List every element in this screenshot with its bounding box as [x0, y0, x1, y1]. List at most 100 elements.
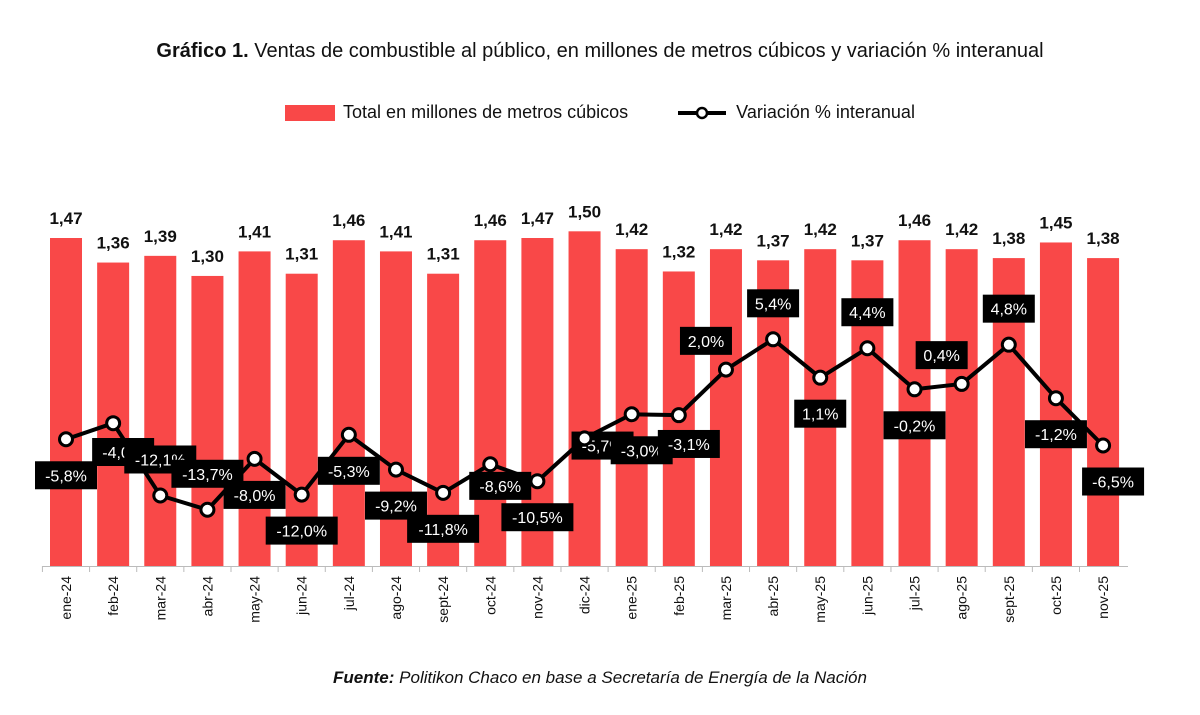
x-tick-label: feb-25 [671, 576, 687, 616]
bar [568, 231, 601, 566]
label-box [982, 294, 1035, 323]
variation-data-label: -8,0% [223, 480, 286, 509]
bar-data-label: 1,42 [615, 220, 648, 239]
x-tick-label: sept-24 [435, 576, 451, 623]
line-marker [953, 375, 970, 392]
variation-data-label: -10,5% [501, 503, 574, 532]
label-text: -12,0% [276, 524, 327, 541]
variation-data-label: 4,4% [841, 298, 894, 327]
bar [191, 275, 224, 566]
label-text: -11,8% [418, 522, 468, 539]
bar-data-label: 1,39 [144, 227, 177, 246]
bar-data-label: 1,37 [757, 231, 790, 250]
bar-data-label: 1,46 [474, 211, 507, 230]
variation-data-label: -11,8% [407, 514, 480, 543]
label-box [883, 411, 946, 440]
variation-data-label: -8,6% [469, 471, 532, 500]
x-tick-label: ago-24 [388, 576, 404, 620]
chart-title: Gráfico 1. Ventas de combustible al públ… [0, 40, 1200, 63]
line-marker [812, 369, 829, 386]
line-marker [717, 361, 734, 378]
label-text: -0,2% [894, 418, 936, 435]
label-box [657, 429, 720, 458]
variation-data-label: -5,8% [35, 461, 97, 490]
bar-data-label: 1,31 [285, 245, 318, 264]
source-prefix: Fuente: [333, 668, 395, 687]
line-marker [906, 381, 923, 398]
bar-data-label: 1,38 [992, 229, 1025, 248]
label-box [747, 289, 800, 318]
bar-data-label: 1,41 [379, 222, 412, 241]
x-tick-label: jun-25 [859, 576, 875, 616]
line-marker [152, 487, 169, 504]
label-box [35, 461, 97, 490]
label-text: -6,5% [1092, 475, 1134, 492]
bar-data-label: 1,36 [97, 234, 130, 253]
x-tick-label: sept-25 [1001, 576, 1017, 623]
variation-data-label: -6,5% [1082, 467, 1145, 496]
bar [144, 255, 177, 566]
label-text: -5,8% [45, 468, 87, 485]
label-text: -1,2% [1035, 427, 1077, 444]
line-marker [623, 406, 640, 423]
label-box [841, 298, 894, 327]
bar-data-label: 1,46 [898, 211, 931, 230]
bar-data-label: 1,32 [662, 242, 695, 261]
label-box [915, 341, 968, 370]
x-tick-label: ago-25 [954, 576, 970, 620]
label-text: -3,0% [621, 443, 663, 460]
variation-data-label: 2,0% [679, 326, 732, 355]
title-prefix: Gráfico 1. [156, 40, 249, 62]
line-marker [293, 486, 310, 503]
x-tick-label: may-24 [247, 576, 263, 623]
label-text: -8,6% [479, 479, 521, 496]
label-text: -13,7% [182, 467, 233, 484]
bar-data-label: 1,46 [332, 211, 365, 230]
line-marker [765, 331, 782, 348]
label-box [407, 514, 480, 543]
bar-data-label: 1,42 [945, 220, 978, 239]
variation-data-label: -0,2% [883, 411, 946, 440]
label-text: -8,0% [234, 488, 276, 505]
bar [898, 240, 931, 567]
label-box [317, 456, 380, 485]
label-box [223, 480, 286, 509]
label-text: -5,3% [328, 464, 370, 481]
label-text: 4,4% [849, 305, 885, 322]
label-text: 0,4% [923, 348, 959, 365]
bar-data-label: 1,47 [521, 209, 554, 228]
x-tick-label: nov-25 [1095, 576, 1111, 619]
x-tick-label: feb-24 [105, 576, 121, 616]
bar-data-label: 1,30 [191, 247, 224, 266]
source-note: Fuente: Politikon Chaco en base a Secret… [0, 668, 1200, 688]
label-text: 4,8% [991, 302, 1027, 319]
title-text: Ventas de combustible al público, en mil… [254, 40, 1044, 62]
legend-item-line: Variación % interanual [676, 102, 915, 123]
variation-data-label: 0,4% [915, 341, 968, 370]
variation-data-label: 4,8% [982, 294, 1035, 323]
x-tick-label: mar-24 [152, 576, 168, 621]
line-marker [58, 431, 74, 448]
label-box [679, 326, 732, 355]
variation-data-label: 5,4% [747, 289, 800, 318]
label-box [469, 471, 532, 500]
bar-data-label: 1,42 [804, 220, 837, 239]
label-box [501, 503, 574, 532]
bar-data-label: 1,42 [709, 220, 742, 239]
label-text: -3,1% [668, 437, 710, 454]
label-text: -10,5% [512, 510, 563, 527]
x-tick-label: jun-24 [294, 576, 310, 616]
bar-data-label: 1,50 [568, 202, 601, 221]
bar-data-label: 1,41 [238, 222, 271, 241]
bar-data-label: 1,47 [49, 209, 82, 228]
label-box [1024, 420, 1087, 449]
x-tick-label: may-25 [812, 576, 828, 623]
x-tick-label: oct-24 [482, 576, 498, 615]
variation-data-label: 1,1% [794, 399, 847, 428]
bar-data-label: 1,37 [851, 231, 884, 250]
bar [50, 238, 82, 566]
line-marker [105, 415, 122, 432]
x-tick-label: jul-25 [907, 576, 923, 611]
x-tick-label: nov-24 [529, 576, 545, 619]
bar [709, 249, 742, 566]
